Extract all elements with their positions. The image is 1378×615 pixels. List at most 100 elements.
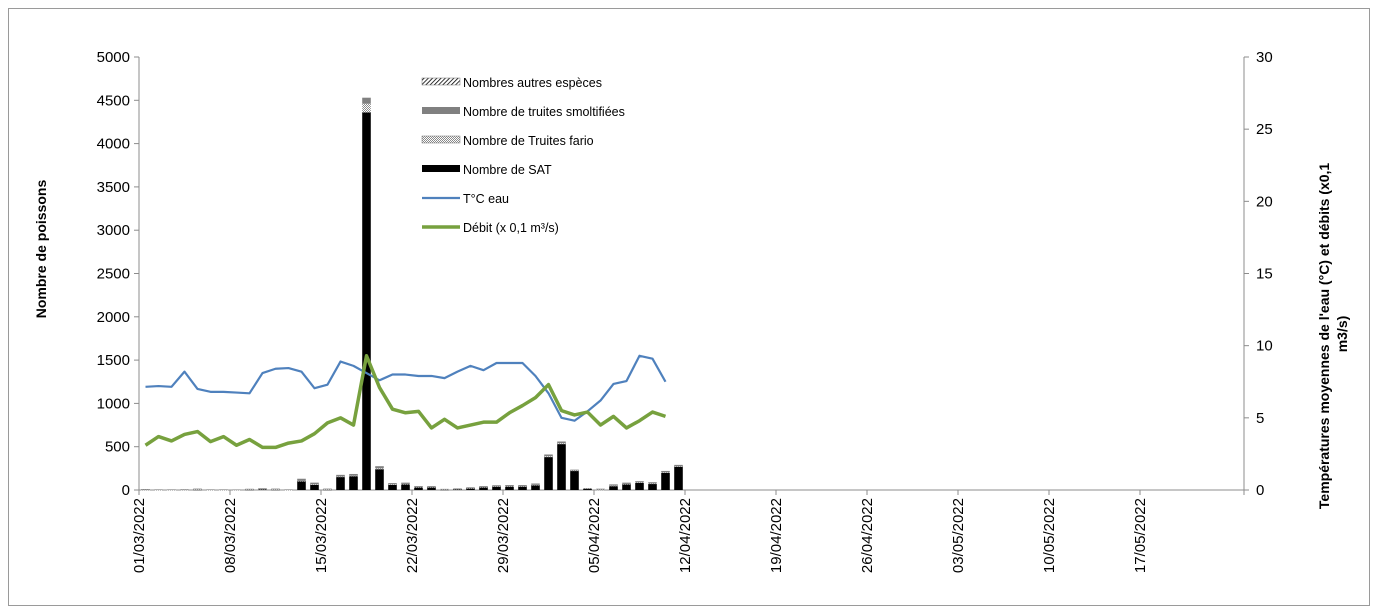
x-tick-label: 26/04/2022 [859,498,876,573]
bar-segment [401,483,410,485]
legend-label: T°C eau [463,192,509,206]
bar-segment [206,489,215,491]
bar-segment [453,488,462,490]
bar-segment [440,488,449,490]
bar-segment [570,470,579,490]
bar-segment [505,485,514,487]
bar-segment [531,485,540,490]
bar-segment [258,489,267,490]
chart-frame: 0 500 1000 1500 2000 2500 3000 3500 4000 4500 5000… [8,8,1370,606]
legend-label: Débit (x 0,1 m³/s) [463,221,559,235]
bar-segment [310,484,319,490]
bar-segment [349,476,358,490]
y-tick-label: 1500 [97,352,130,369]
bar-segment [609,486,618,490]
y-axis-title: Nombre de poissons [33,180,49,319]
bar-segment [167,489,176,491]
y-tick-label: 1000 [97,395,130,412]
bar-segment [544,457,553,490]
bar-segment [466,488,475,490]
bar-segment [141,489,150,491]
y2-tick-label: 10 [1256,338,1273,355]
bar-segment [544,456,553,458]
legend-swatch [421,77,461,86]
bar-segment [635,482,644,483]
bar-segment [479,486,488,487]
bar-segment [219,489,228,491]
bar-segment [154,489,163,491]
y-tick-label: 3000 [97,222,130,239]
bar-segment [375,466,384,469]
bar-segment [362,97,371,104]
bar-segment [635,481,644,483]
bar-segment [388,484,397,490]
bar-segment [219,489,228,490]
x-tick-label: 03/05/2022 [950,498,967,573]
bar-segment [622,484,631,490]
bar-segment [531,483,540,485]
x-tick-label: 29/03/2022 [495,498,512,573]
bar-segment [531,484,540,486]
bar-segment [375,469,384,490]
legend-label: Nombre de truites smoltifiées [463,105,625,119]
bar-segment [648,483,657,490]
y-tick-label: 5000 [97,49,130,66]
bar-segment [479,487,488,490]
y2-tick-label: 20 [1256,193,1273,210]
bar-segment [388,484,397,485]
bar-segment [440,489,449,490]
y2-tick-label: 15 [1256,266,1273,283]
bar-segment [453,489,462,490]
bar-segment [596,489,605,491]
bar-segment [336,474,345,477]
x-tick-label: 22/03/2022 [404,498,421,573]
bar-segment [154,489,163,490]
bar-segment [297,478,306,481]
bar-segment [336,477,345,490]
bar-segment [661,470,670,473]
y2-axis-title: Températures moyennes de l'eau (°C) et d… [1316,159,1350,509]
bar-segment [141,489,150,490]
y-tick-label: 0 [122,482,130,499]
bar-segment [583,488,592,489]
y2-tick-label: 25 [1256,121,1273,138]
bar-segment [167,489,176,490]
bar-segment [414,486,423,488]
x-tick-label: 10/05/2022 [1041,498,1058,573]
y-tick-label: 4500 [97,92,130,109]
bar-segment [427,486,436,488]
bar-segment [349,473,358,476]
bar-segment [284,489,293,491]
series-line [144,354,667,450]
bar-segment [245,488,254,490]
bar-segment [479,486,488,488]
bar-segment [544,454,553,457]
bar-segment [505,486,514,490]
bar-segment [635,482,644,490]
bar-segment [349,475,358,477]
bar-segment [297,481,306,490]
bar-segment [310,482,319,485]
bar-segment [609,485,618,487]
legend-label: Nombres autres espèces [463,76,602,90]
bar-segment [362,103,371,113]
bar-segment [661,472,670,473]
bar-segment [388,483,397,485]
y2-tick-label: 0 [1256,482,1264,499]
bar-segment [661,472,670,490]
bar-segment [622,482,631,484]
bar-segment [414,487,423,490]
bar-segment [492,486,501,487]
bar-segment [674,466,683,490]
bar-segment [245,489,254,490]
bar-segment [193,489,202,490]
y-tick-label: 2500 [97,266,130,283]
bar-segment [427,487,436,490]
x-tick-label: 17/05/2022 [1132,498,1149,573]
bar-segment [258,488,267,489]
y-tick-label: 4000 [97,136,130,153]
bar-segment [492,486,501,490]
bar-segment [336,476,345,478]
bar-segment [648,483,657,485]
bar-segment [466,487,475,489]
